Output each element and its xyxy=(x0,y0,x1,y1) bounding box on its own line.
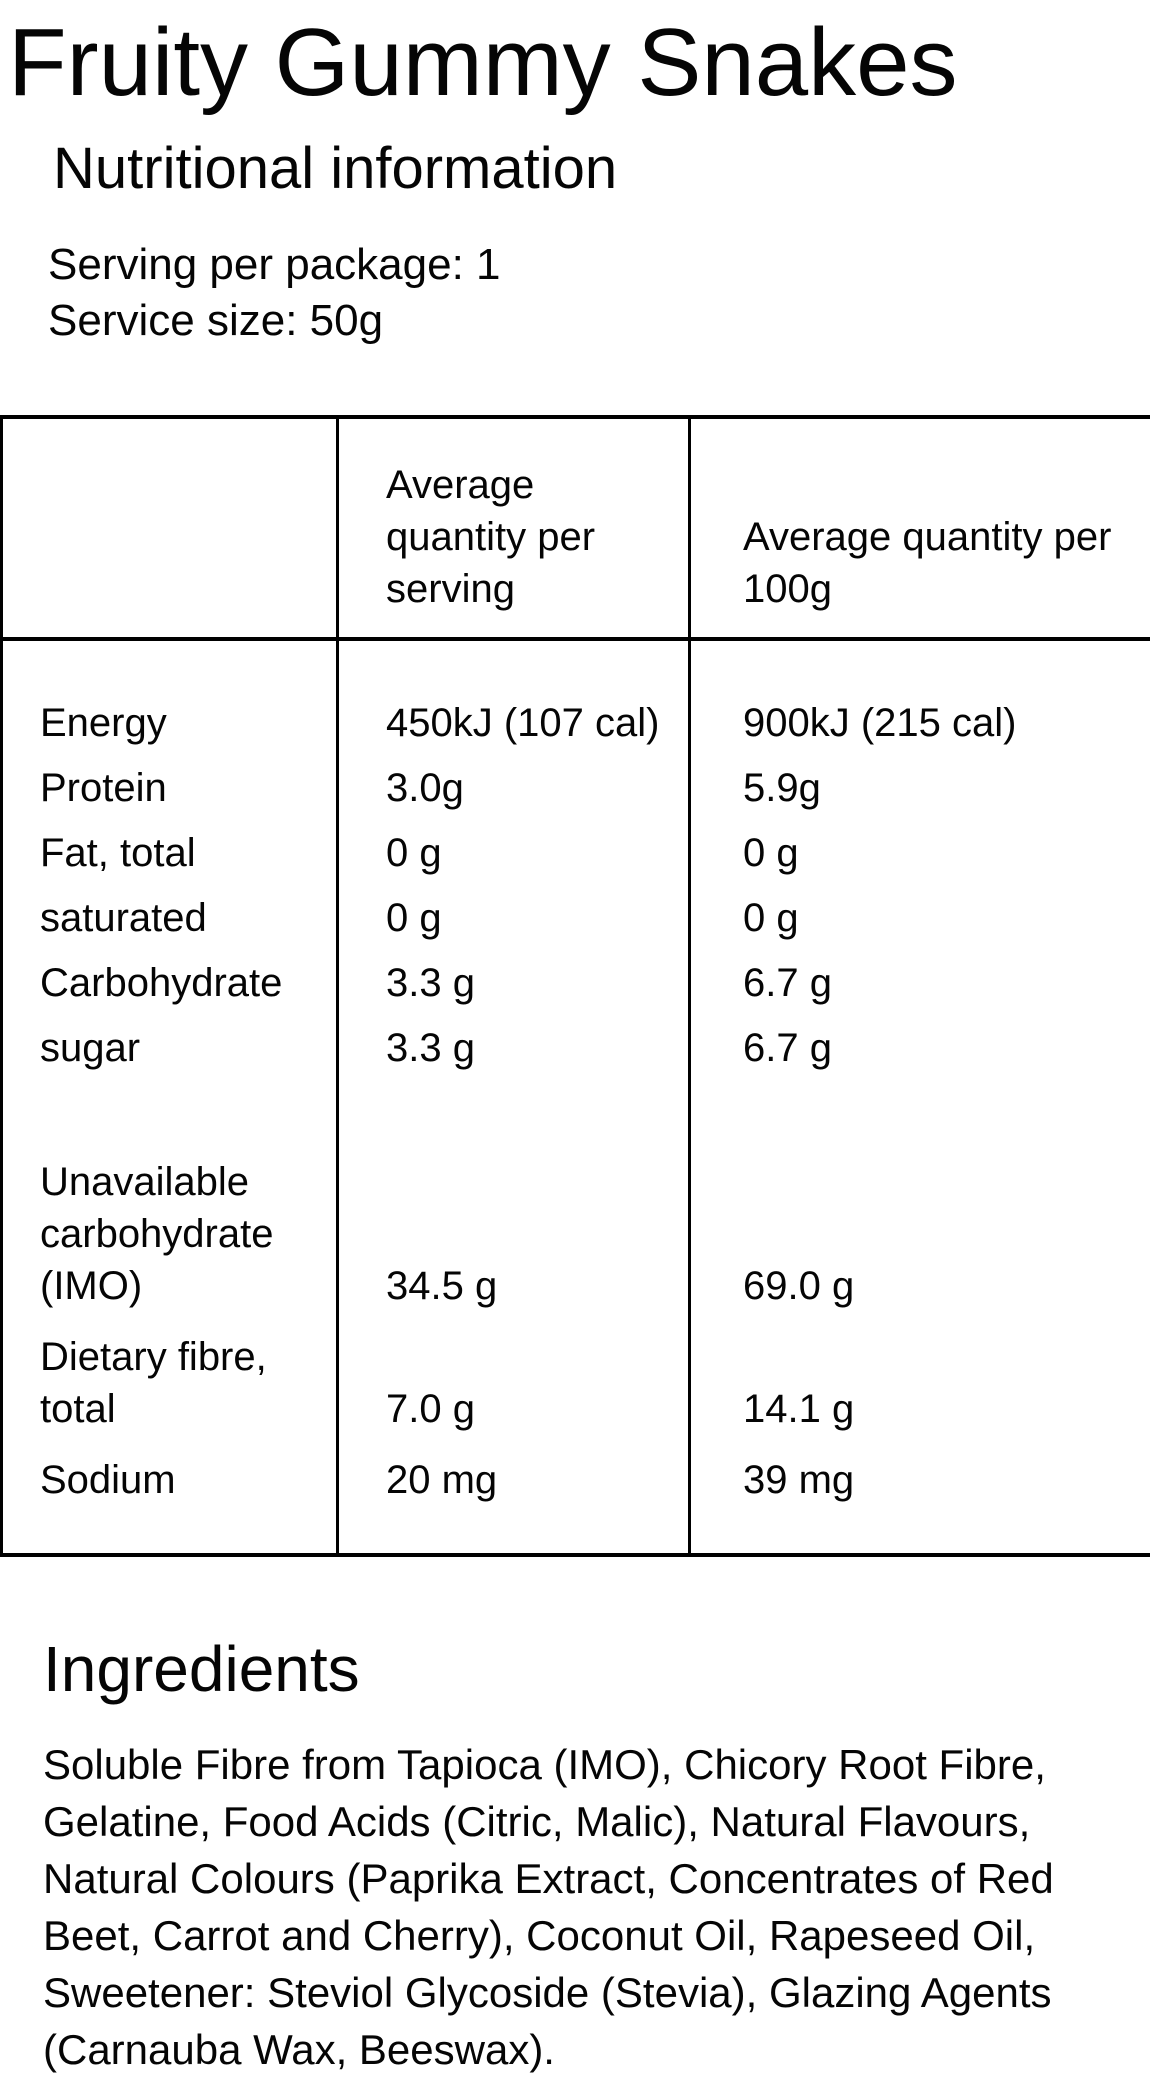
column-header-empty xyxy=(2,417,338,639)
nutrient-label: Energy xyxy=(2,639,338,756)
value-per-100g: 0 g xyxy=(690,886,1150,951)
column-header-per-serving: Average quantity per serving xyxy=(338,417,690,639)
value-per-100g: 39 mg xyxy=(690,1442,1150,1555)
ingredients-line: Sweetener: Steviol Glycoside (Stevia), G… xyxy=(43,1964,1150,2021)
ingredients-line: (Carnauba Wax, Beeswax). xyxy=(43,2021,1150,2078)
ingredients-line: Natural Colours (Paprika Extract, Concen… xyxy=(43,1850,1150,1907)
value-per-serving: 0 g xyxy=(338,821,690,886)
ingredients-heading: Ingredients xyxy=(43,1631,1150,1708)
value-per-serving: 7.0 g xyxy=(338,1319,690,1442)
value-per-100g: 6.7 g xyxy=(690,951,1150,1016)
nutrient-label: Protein xyxy=(2,756,338,821)
table-header-row: Average quantity per serving Average qua… xyxy=(2,417,1150,639)
page-title: Fruity Gummy Snakes xyxy=(8,10,1150,116)
value-per-serving: 3.3 g xyxy=(338,951,690,1016)
ingredients-line: Soluble Fibre from Tapioca (IMO), Chicor… xyxy=(43,1736,1150,1793)
value-per-serving: 20 mg xyxy=(338,1442,690,1555)
serving-per-package: Serving per package: 1 xyxy=(48,237,1150,293)
ingredients-text: Soluble Fibre from Tapioca (IMO), Chicor… xyxy=(43,1736,1150,2078)
nutrient-label: saturated xyxy=(2,886,338,951)
nutrient-label: sugar xyxy=(2,1016,338,1081)
value-per-serving: 450kJ (107 cal) xyxy=(338,639,690,756)
nutrient-label: Fat, total xyxy=(2,821,338,886)
ingredients-line: Beet, Carrot and Cherry), Coconut Oil, R… xyxy=(43,1907,1150,1964)
nutrient-label: Sodium xyxy=(2,1442,338,1555)
nutrient-label: Carbohydrate xyxy=(2,951,338,1016)
nutrition-label-page: Fruity Gummy Snakes Nutritional informat… xyxy=(0,10,1150,2063)
value-per-100g: 6.7 g xyxy=(690,1016,1150,1081)
nutrient-label: Dietary fibre, total xyxy=(2,1319,338,1442)
serving-info: Serving per package: 1 Service size: 50g xyxy=(48,237,1150,349)
nutrition-heading: Nutritional information xyxy=(53,134,1150,204)
value-per-100g: 5.9g xyxy=(690,756,1150,821)
value-per-100g: 900kJ (215 cal) xyxy=(690,639,1150,756)
ingredients-line: Gelatine, Food Acids (Citric, Malic), Na… xyxy=(43,1793,1150,1850)
nutrition-table: Average quantity per serving Average qua… xyxy=(0,415,1150,1557)
serving-size: Service size: 50g xyxy=(48,293,1150,349)
column-header-per-100g: Average quantity per 100g xyxy=(690,417,1150,639)
value-per-100g: 0 g xyxy=(690,821,1150,886)
value-per-serving: 34.5 g xyxy=(338,1081,690,1319)
value-per-serving: 3.0g xyxy=(338,756,690,821)
value-per-serving: 0 g xyxy=(338,886,690,951)
value-per-serving: 3.3 g xyxy=(338,1016,690,1081)
value-per-100g: 14.1 g xyxy=(690,1319,1150,1442)
nutrient-label: Unavailable carbohydrate (IMO) xyxy=(2,1081,338,1319)
value-per-100g: 69.0 g xyxy=(690,1081,1150,1319)
